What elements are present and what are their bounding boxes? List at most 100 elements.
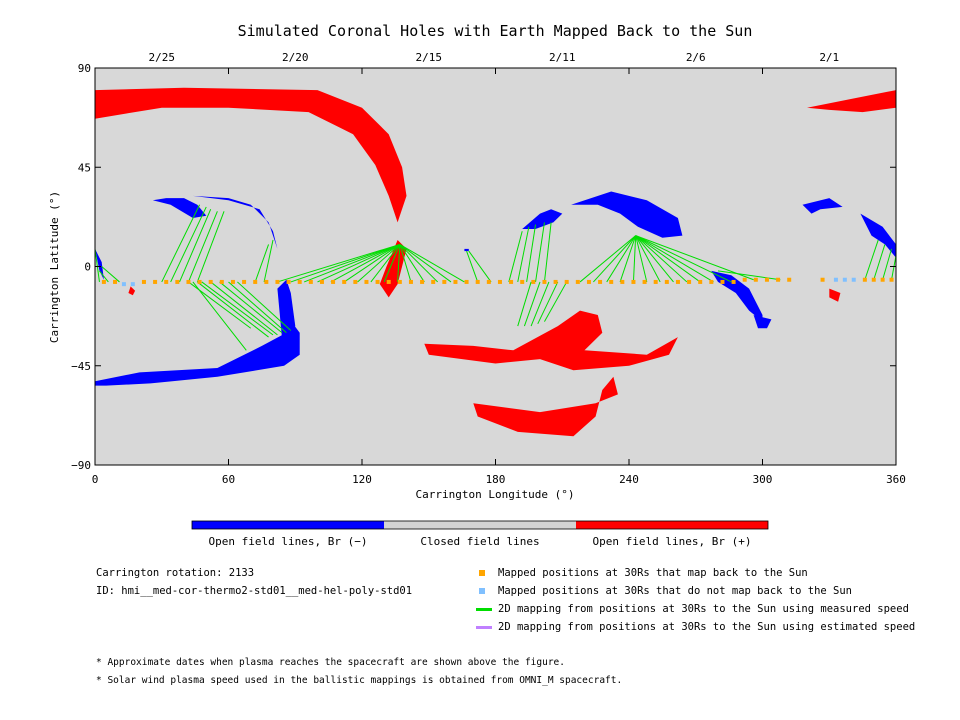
coronal-hole-positive: [128, 286, 136, 296]
mapping-line: [161, 204, 201, 283]
mapping-line: [593, 235, 637, 283]
mapped-position: [397, 279, 402, 284]
legend-label: Mapped positions at 30Rs that do not map…: [498, 585, 853, 597]
mapping-line: [635, 235, 661, 283]
mapped-position: [275, 279, 280, 284]
mapping-line: [526, 224, 537, 283]
mapping-line: [179, 208, 212, 283]
mapping-line: [357, 244, 401, 283]
mapping-line: [170, 206, 207, 283]
mapped-position: [264, 279, 269, 284]
mapping-line: [399, 244, 452, 283]
mapping-line: [635, 235, 688, 283]
mapping-line: [635, 235, 701, 283]
mapped-position: [475, 279, 480, 284]
mapped-position: [113, 279, 118, 284]
mapped-position: [880, 277, 885, 282]
mapped-position: [342, 279, 347, 284]
mapping-line: [187, 211, 218, 283]
mapped-position: [642, 279, 647, 284]
colorbar-label: Open field lines, Br (−): [209, 535, 368, 548]
mapped-position: [453, 279, 458, 284]
mapped-position: [319, 279, 324, 284]
top-date-label: 2/15: [416, 51, 443, 64]
mapping-line: [632, 235, 637, 282]
top-date-label: 2/1: [819, 51, 839, 64]
mapped-position: [575, 279, 580, 284]
model-id: ID: hmi__med-cor-thermo2-std01__med-hel-…: [96, 585, 413, 597]
coronal-hole-positive: [807, 90, 896, 113]
mapped-position: [631, 279, 636, 284]
y-tick-label: −45: [71, 360, 91, 373]
mapped-position: [862, 277, 867, 282]
unmapped-position: [842, 277, 847, 282]
mapped-position: [787, 277, 792, 282]
legend-label: Mapped positions at 30Rs that map back t…: [498, 567, 808, 579]
top-date-label: 2/6: [686, 51, 706, 64]
mapped-position: [509, 279, 514, 284]
mapping-line: [635, 235, 754, 281]
carrington-rotation: Carrington rotation: 2133: [96, 567, 255, 579]
mapping-line: [882, 248, 893, 280]
mapping-line: [635, 235, 732, 283]
mapped-position: [531, 279, 536, 284]
x-tick-label: 360: [886, 473, 906, 486]
mapped-position: [820, 277, 825, 282]
mapped-position: [197, 279, 202, 284]
x-tick-label: 240: [619, 473, 639, 486]
mapping-line: [537, 281, 559, 325]
coronal-hole-negative: [753, 315, 772, 329]
y-tick-label: −90: [71, 459, 91, 472]
coronal-hole-negative: [95, 248, 104, 280]
coronal-hole-negative: [95, 323, 300, 386]
mapped-position: [742, 277, 747, 282]
y-axis-label: Carrington Latitude (°): [48, 191, 61, 343]
mapped-position: [353, 279, 358, 284]
top-date-label: 2/20: [282, 51, 309, 64]
x-tick-label: 0: [92, 473, 99, 486]
mapped-position: [331, 279, 336, 284]
mapped-position: [675, 279, 680, 284]
unmapped-position: [851, 277, 856, 282]
mapping-line: [508, 231, 523, 283]
mapping-line: [254, 244, 270, 283]
mapped-position: [420, 279, 425, 284]
mapping-line: [399, 244, 425, 283]
mapping-line: [891, 255, 897, 280]
mapped-position: [586, 279, 591, 284]
mapped-position: [375, 279, 380, 284]
unmapped-position: [121, 282, 126, 287]
mapped-position: [731, 279, 736, 284]
coronal-hole-negative: [571, 191, 683, 238]
mapping-line: [101, 266, 120, 283]
chart-title: Simulated Coronal Holes with Earth Mappe…: [238, 22, 753, 40]
mapped-points-layer: [101, 277, 894, 287]
mapping-line: [303, 243, 401, 283]
coronal-hole-negative: [802, 198, 843, 214]
mapping-line: [606, 235, 637, 283]
mapping-line: [370, 244, 401, 283]
mapped-position: [297, 279, 302, 284]
mapped-position: [542, 279, 547, 284]
coronal-hole-positive: [379, 240, 407, 298]
mapped-position: [889, 277, 894, 282]
plot-background: [95, 68, 896, 465]
y-tick-label: 90: [78, 62, 91, 75]
coronal-hole-positive: [829, 288, 841, 302]
mapped-position: [464, 279, 469, 284]
mapped-position: [153, 279, 158, 284]
mapped-position: [564, 279, 569, 284]
colorbar-segment: [576, 521, 768, 529]
mapping-line: [290, 243, 400, 283]
mapping-line: [201, 281, 274, 336]
coronal-hole-negative: [522, 209, 563, 229]
mapping-line: [399, 244, 465, 283]
coronal-hole-negative: [192, 195, 278, 249]
mapped-position: [776, 277, 781, 282]
legend-swatch: [479, 570, 485, 576]
mapping-line: [343, 244, 401, 283]
mapping-line: [399, 244, 439, 283]
mapping-line: [864, 239, 879, 280]
top-date-label: 2/11: [549, 51, 576, 64]
